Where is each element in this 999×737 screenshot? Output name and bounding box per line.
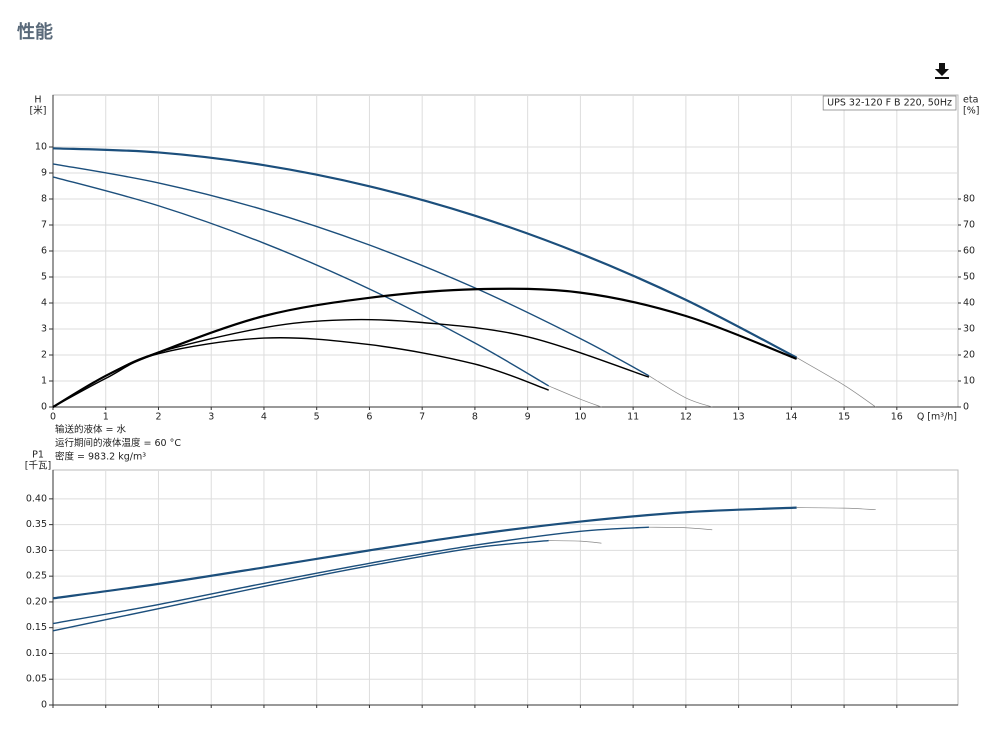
y2-tick-label: 20 (963, 350, 975, 361)
x-tick-label: 8 (472, 412, 478, 423)
curve (52, 337, 549, 408)
y-tick-label: 0.20 (26, 596, 47, 607)
curve (796, 357, 876, 408)
curve (548, 385, 602, 408)
curve (52, 539, 549, 632)
curve (52, 506, 797, 600)
x-tick-label: 15 (838, 412, 850, 423)
y-tick-label: 0.35 (26, 519, 47, 530)
y-tick-label: 0.05 (26, 674, 47, 685)
y2-tick-label: 0 (963, 402, 969, 413)
y-axis-label: P1 (32, 450, 44, 461)
curve (548, 540, 602, 544)
x-tick-label: 3 (208, 412, 214, 423)
x-tick-label: 2 (155, 412, 161, 423)
curve (796, 507, 876, 511)
y2-tick-label: 60 (963, 246, 975, 257)
y-tick-label: 9 (41, 168, 47, 179)
x-tick-label: 1 (103, 412, 109, 423)
y-tick-label: 3 (41, 324, 47, 335)
x-tick-label: 6 (366, 412, 372, 423)
x-tick-label: 7 (419, 412, 425, 423)
curve (52, 176, 550, 387)
y-tick-label: 0.40 (26, 493, 47, 504)
y-tick-label: 0.15 (26, 622, 47, 633)
y2-tick-label: 70 (963, 220, 975, 231)
curve (648, 526, 713, 531)
download-icon[interactable] (935, 63, 949, 79)
curve (52, 163, 650, 377)
x-tick-label: 11 (627, 412, 639, 423)
y-tick-label: 10 (35, 142, 47, 153)
note: 运行期间的液体温度 = 60 °C (55, 437, 181, 449)
x-tick-label: 12 (680, 412, 692, 423)
y-axis-label: H (34, 95, 41, 106)
x-tick-label: 9 (525, 412, 531, 423)
x-tick-label: 16 (891, 412, 903, 423)
y-tick-label: 8 (41, 194, 47, 205)
y2-tick-label: 80 (963, 194, 975, 205)
y2-tick-label: 30 (963, 324, 975, 335)
note: 密度 = 983.2 kg/m³ (55, 451, 146, 463)
x-tick-label: 10 (574, 412, 586, 423)
x-tick-label: 13 (733, 412, 745, 423)
y-tick-label: 0.25 (26, 571, 47, 582)
y-tick-label: 0 (41, 700, 47, 711)
annotation: UPS 32-120 F B 220, 50Hz (827, 98, 952, 109)
y-tick-label: 0.10 (26, 648, 47, 659)
curve (52, 526, 649, 625)
y-tick-label: 0.30 (26, 545, 47, 556)
x-axis-label: Q [m³/h] (917, 412, 957, 423)
curve (52, 147, 798, 359)
y-tick-label: 7 (41, 220, 47, 231)
plot-frame (52, 469, 959, 706)
note: 输送的液体 = 水 (55, 424, 126, 436)
y-tick-label: 1 (41, 376, 47, 387)
y-tick-label: 5 (41, 272, 47, 283)
y2-tick-label: 40 (963, 298, 975, 309)
y2-tick-label: 10 (963, 376, 975, 387)
y2-tick-label: 50 (963, 272, 975, 283)
y-tick-label: 6 (41, 246, 47, 257)
y2-axis-label: eta (963, 95, 978, 106)
y2-axis-label: [%] (963, 106, 979, 117)
y-tick-label: 2 (41, 350, 47, 361)
page-title: 性能 (17, 21, 53, 43)
annotation-box (822, 95, 957, 111)
curve (648, 375, 713, 408)
y-tick-label: 0 (41, 402, 47, 413)
curve (52, 318, 650, 408)
curve (52, 287, 798, 408)
x-tick-label: 14 (785, 412, 797, 423)
y-axis-label: [千瓦] (25, 461, 51, 472)
x-tick-label: 4 (261, 412, 267, 423)
y-axis-label: [米] (30, 105, 47, 117)
x-tick-label: 5 (314, 412, 320, 423)
y-tick-label: 4 (41, 298, 47, 309)
x-tick-label: 0 (50, 412, 56, 423)
